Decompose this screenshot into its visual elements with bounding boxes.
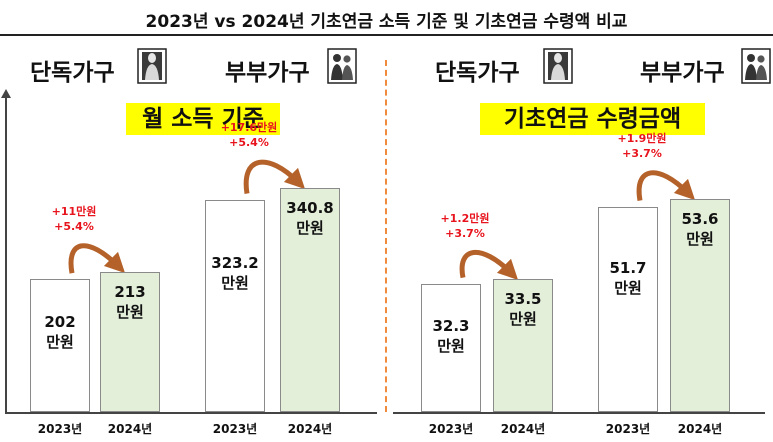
panel-divider: [385, 60, 387, 412]
bar-value-label: 323.2 만원: [211, 253, 259, 292]
bar-income-single-2024년: [100, 272, 160, 412]
bar-income-couple-2024년: [280, 188, 340, 412]
x-tick-label: 2024년: [677, 422, 723, 436]
x-tick-label: 2023년: [428, 422, 474, 436]
bar-value-label: 51.7 만원: [609, 258, 647, 297]
couple-icon: [741, 48, 771, 84]
bar-pension-couple-2023년: [598, 206, 658, 412]
bar-value-label: 33.5 만원: [504, 289, 542, 328]
change-arrow: [243, 159, 306, 194]
bar-income-single-2023년: [30, 279, 90, 412]
x-axis-right: [393, 412, 765, 414]
right-couple-household-label: 부부가구: [640, 60, 725, 86]
left-couple-household-label: 부부가구: [225, 60, 310, 86]
bar-pension-single-2023년: [421, 283, 481, 412]
bar-value-label: 32.3 만원: [432, 316, 470, 355]
x-tick-label: 2024년: [287, 422, 333, 436]
income-criteria-banner: 월 소득 기준: [126, 103, 280, 135]
single-person-icon: [543, 48, 573, 84]
change-annotation: +1.2만원 +3.7%: [440, 211, 490, 240]
x-tick-label: 2024년: [107, 422, 153, 436]
bar-pension-single-2024년: [493, 278, 553, 412]
chart-title: 2023년 vs 2024년 기초연금 소득 기준 및 기초연금 수령액 비교: [145, 12, 628, 32]
change-annotation: +1.9만원 +3.7%: [617, 132, 667, 160]
x-tick-label: 2023년: [37, 422, 83, 436]
change-annotation: +11만원 +5.4%: [51, 205, 97, 233]
change-annotation: +17.6만원 +5.4%: [220, 121, 278, 149]
change-arrow: [459, 249, 519, 280]
x-tick-label: 2024년: [500, 422, 546, 436]
x-axis-left: [5, 412, 377, 414]
single-person-icon: [137, 48, 167, 84]
y-axis: [1, 89, 11, 413]
change-arrow: [68, 243, 126, 274]
title-underline: [0, 34, 773, 36]
change-arrow: [636, 170, 696, 201]
bar-value-label: 340.8 만원: [286, 199, 334, 237]
bar-value-label: 213 만원: [114, 283, 146, 321]
x-tick-label: 2023년: [212, 422, 258, 436]
couple-icon: [327, 48, 357, 84]
bar-value-label: 53.6 만원: [681, 210, 719, 248]
x-tick-label: 2023년: [605, 422, 651, 436]
left-single-household-label: 단독가구: [30, 60, 115, 86]
right-single-household-label: 단독가구: [435, 60, 520, 86]
pension-amount-banner: 기초연금 수령금액: [480, 103, 705, 135]
bar-value-label: 202 만원: [44, 313, 76, 352]
bar-income-couple-2023년: [205, 199, 265, 412]
bar-pension-couple-2024년: [670, 199, 730, 412]
